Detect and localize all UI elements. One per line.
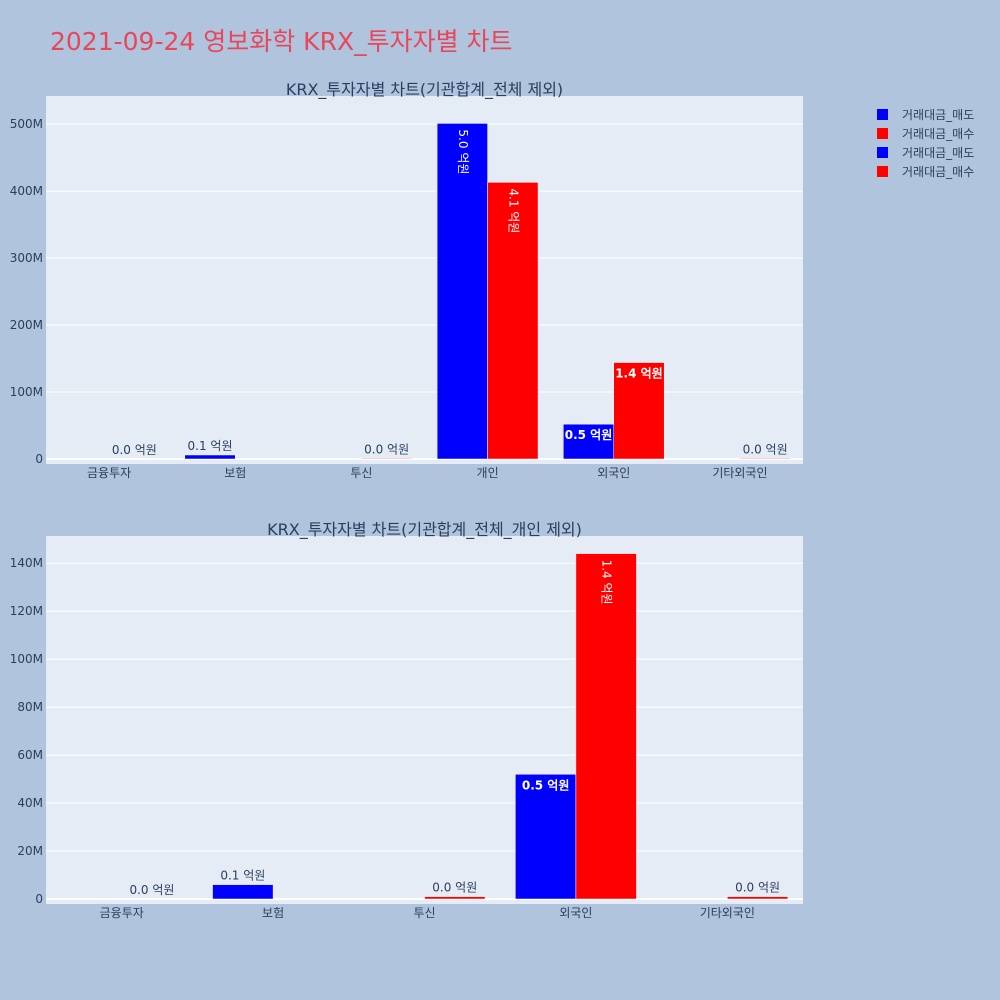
plot-area [46,536,803,904]
bar-label: 4.1 억원 [506,188,520,233]
chart-title: KRX_투자자별 차트(기관합계_전체 제외) [286,80,563,100]
y-tick-label: 60M [17,748,43,762]
chart-panel-1: 0 100M 200M 300M 400M 500M KRX_투자자별 차트(기관합계_전체… [10,80,803,480]
bar [361,458,413,460]
legend-label: 거래대금_매수 [902,127,974,141]
bar-label: 0.0 억원 [112,443,157,457]
legend-swatch [877,109,888,120]
bar-label: 0.5 억원 [522,778,570,792]
legend-swatch [877,166,888,177]
x-tick-label: 외국인 [597,466,630,480]
bar-label: 5.0 억원 [456,129,470,174]
page-title: 2021-09-24 영보화학 KRX_투자자별 차트 [50,27,513,56]
x-tick-label: 외국인 [559,906,592,920]
x-tick-label: 기타외국인 [700,906,755,920]
chart-title: KRX_투자자별 차트(기관합계_전체_개인 제외) [267,520,582,540]
y-tick-label: 100M [10,385,43,399]
x-tick-label: 투신 [413,906,435,920]
y-tick-label: 100M [10,652,43,666]
x-tick-label: 개인 [477,466,499,480]
legend-label: 거래대금_매도 [902,108,974,122]
x-tick-label: 보험 [224,466,246,480]
chart-panel-2: 0 20M 40M 60M 80M 100M 120M 140M KRX_투자자별 차트(기관합… [10,520,803,920]
legend-label: 거래대금_매도 [902,146,974,160]
x-tick-label: 기타외국인 [712,466,767,480]
bar [739,458,791,460]
y-tick-label: 80M [17,700,43,714]
bar-label: 1.4 억원 [615,367,663,381]
bar [424,896,486,900]
y-tick-label: 200M [10,318,43,332]
bar-label: 0.0 억원 [743,442,788,456]
legend-label: 거래대금_매수 [902,165,974,179]
bar [575,553,637,900]
bar [613,362,665,460]
y-tick-label: 500M [10,117,43,131]
bar [727,896,789,900]
bar-label: 0.1 억원 [220,869,265,883]
bar [184,454,236,460]
y-tick-label: 300M [10,251,43,265]
legend-swatch [877,147,888,158]
y-tick-label: 20M [17,844,43,858]
bar-label: 0.5 억원 [565,428,613,442]
bar [212,884,274,900]
bar-label: 0.0 억원 [735,881,780,895]
bar-label: 0.1 억원 [188,439,233,453]
x-tick-label: 보험 [262,906,284,920]
y-tick-label: 40M [17,796,43,810]
bar-label: 0.0 억원 [432,881,477,895]
bar [563,423,614,460]
bar [487,182,539,460]
y-tick-label: 0 [35,892,43,906]
y-tick-label: 140M [10,556,43,570]
x-tick-label: 금융투자 [100,906,144,920]
bar-label: 0.0 억원 [364,442,409,456]
y-tick-label: 120M [10,604,43,618]
x-tick-label: 금융투자 [87,466,131,480]
plot-area [46,96,803,464]
y-tick-label: 0 [35,452,43,466]
legend-swatch [877,128,888,139]
x-tick-label: 투신 [350,466,372,480]
y-tick-label: 400M [10,184,43,198]
bar-label: 0.0 억원 [129,883,174,897]
bar-label: 1.4 억원 [600,560,614,605]
bar [515,774,577,900]
